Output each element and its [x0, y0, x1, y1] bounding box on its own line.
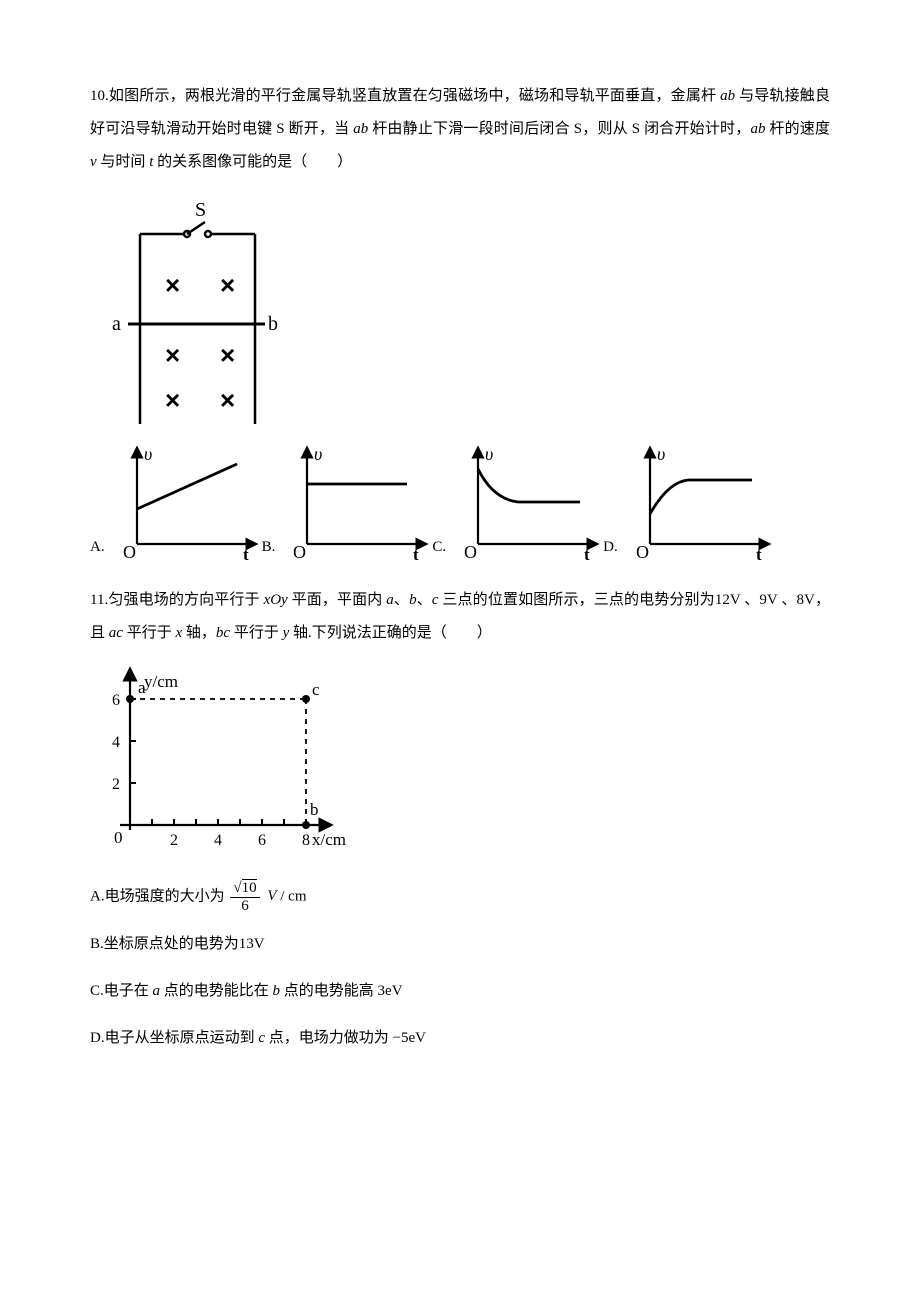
- q11-option-c: C.电子在 a 点的电势能比在 b 点的电势能高 3eV: [90, 975, 830, 1008]
- svg-text:2: 2: [112, 776, 120, 793]
- svg-text:t: t: [584, 545, 590, 564]
- svg-text:t: t: [756, 545, 762, 564]
- svg-text:O: O: [464, 542, 477, 562]
- a-label: a: [112, 313, 121, 335]
- svg-text:c: c: [312, 680, 320, 699]
- q11-option-a: A.电场强度的大小为 √10 6 V / cm: [90, 880, 830, 914]
- svg-text:υ: υ: [314, 444, 322, 464]
- q10-option-a: A. υ t O: [90, 444, 262, 564]
- q10-options-row: A. υ t O B. υ t O C.: [90, 444, 830, 564]
- q10-circuit-diagram: S a b × × × × × ×: [90, 194, 830, 434]
- q11-options: A.电场强度的大小为 √10 6 V / cm B.坐标原点处的电势为13V C…: [90, 880, 830, 1055]
- svg-text:4: 4: [214, 832, 222, 849]
- svg-text:6: 6: [112, 692, 120, 709]
- svg-text:t: t: [413, 545, 419, 564]
- svg-text:×: ×: [220, 270, 235, 300]
- svg-text:2: 2: [170, 832, 178, 849]
- svg-text:υ: υ: [657, 444, 665, 464]
- svg-text:0: 0: [114, 828, 123, 847]
- svg-text:x/cm: x/cm: [312, 830, 346, 849]
- q10-option-d: D. υ t O: [603, 444, 775, 564]
- q11-option-b: B.坐标原点处的电势为13V: [90, 928, 830, 961]
- b-label: b: [268, 313, 278, 335]
- svg-text:×: ×: [165, 270, 180, 300]
- graph-c: υ t O: [448, 444, 603, 564]
- q10-text: 10.如图所示，两根光滑的平行金属导轨竖直放置在匀强磁场中，磁场和导轨平面垂直，…: [90, 80, 830, 179]
- svg-text:a: a: [138, 678, 146, 697]
- svg-text:×: ×: [220, 340, 235, 370]
- q11-graph: y/cm x/cm 0 2 4 6 8 2 4 6 a c b: [90, 665, 830, 865]
- fraction: √10 6: [230, 880, 259, 914]
- svg-text:υ: υ: [485, 444, 493, 464]
- q10-option-c: C. υ t O: [432, 444, 603, 564]
- svg-text:y/cm: y/cm: [144, 672, 178, 691]
- svg-text:O: O: [293, 542, 306, 562]
- graph-a: υ t O: [107, 444, 262, 564]
- switch-label: S: [195, 199, 206, 221]
- svg-text:8: 8: [302, 832, 310, 849]
- graph-d: υ t O: [620, 444, 775, 564]
- svg-text:4: 4: [112, 734, 120, 751]
- graph-b: υ t O: [277, 444, 432, 564]
- svg-text:×: ×: [165, 340, 180, 370]
- svg-text:t: t: [243, 545, 249, 564]
- svg-text:×: ×: [220, 385, 235, 415]
- q10-option-b: B. υ t O: [262, 444, 433, 564]
- svg-text:O: O: [636, 542, 649, 562]
- svg-text:O: O: [123, 542, 136, 562]
- svg-text:×: ×: [165, 385, 180, 415]
- svg-text:υ: υ: [144, 444, 152, 464]
- q11-text: 11.匀强电场的方向平行于 xOy 平面，平面内 a、b、c 三点的位置如图所示…: [90, 584, 830, 650]
- svg-text:b: b: [310, 800, 319, 819]
- q11-option-d: D.电子从坐标原点运动到 c 点，电场力做功为 −5eV: [90, 1022, 830, 1055]
- q10-number: 10.: [90, 88, 109, 104]
- q11-number: 11.: [90, 592, 108, 608]
- svg-text:6: 6: [258, 832, 266, 849]
